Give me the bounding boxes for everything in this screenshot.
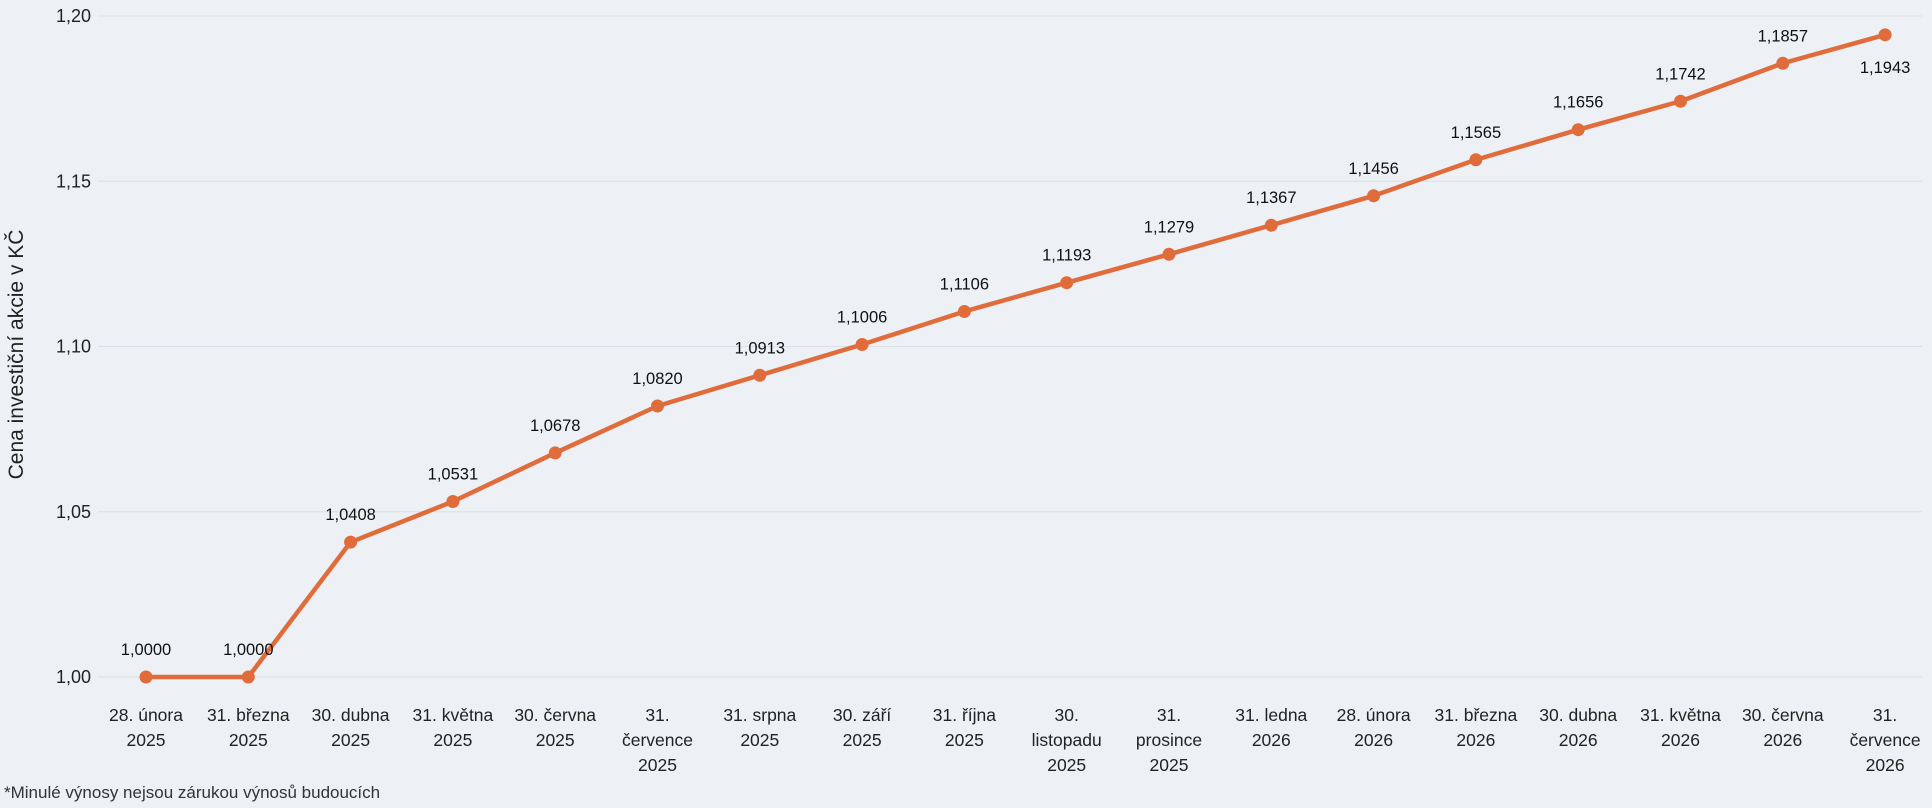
x-tick-label: 31. května 2025 [413,705,494,750]
x-tick-label: 31. března 2025 [207,705,290,750]
x-tick-label: 31. července 2025 [622,705,693,775]
data-label: 1,0408 [325,506,375,524]
y-axis-label: Cena investiční akcie v KČ [5,230,28,480]
data-point [344,535,358,549]
data-point [1674,94,1687,108]
x-tick-label: 30. června 2025 [514,705,596,750]
data-label: 1,1943 [1860,59,1910,77]
data-point [1776,56,1790,70]
data-label: 1,1656 [1553,94,1603,112]
data-label: 1,1565 [1451,124,1501,142]
data-label: 1,0531 [428,466,478,484]
y-tick-label: 1,15 [56,171,91,191]
y-tick-label: 1,05 [56,502,91,522]
y-tick-label: 1,20 [56,6,91,26]
data-point [1264,218,1278,232]
data-point [855,338,869,352]
x-tick-label: 31. července 2026 [1850,705,1921,775]
data-point [1162,247,1176,261]
data-point [548,446,562,460]
data-label: 1,0820 [632,370,682,388]
data-label: 1,0000 [121,641,171,659]
x-tick-label: 31. března 2026 [1435,705,1518,750]
y-tick-label: 1,00 [56,667,91,687]
data-point [1060,276,1074,290]
data-points [139,28,1892,684]
grid-lines [98,15,1922,678]
series-line [143,32,1888,680]
data-label: 1,1857 [1758,27,1808,45]
data-point [139,670,153,684]
y-tick-label: 1,10 [56,337,91,357]
x-tick-label: 28. února 2025 [109,705,183,750]
data-label: 1,1279 [1144,218,1194,236]
x-tick-label: 28. února 2026 [1337,705,1411,750]
data-point [957,304,971,318]
x-tick-label: 30. června 2026 [1742,705,1824,750]
footnote: *Minulé výnosy nejsou zárukou výnosů bud… [4,783,381,802]
data-point [651,399,664,413]
data-point [1878,28,1892,42]
x-tick-label: 31. května 2026 [1640,705,1721,750]
data-label: 1,0000 [223,641,273,659]
data-label: 1,0678 [530,417,580,435]
x-axis: 28. února 2025 31. března 2025 30. dubna 2025… [109,705,1921,775]
data-point [1367,189,1381,203]
x-tick-label: 31. října 2025 [933,705,996,750]
data-label: 1,1006 [837,309,887,327]
data-point [1571,123,1585,137]
data-label: 1,1193 [1042,247,1091,265]
data-label: 1,1106 [940,275,989,293]
x-tick-label: 30. září 2025 [833,705,891,750]
x-tick-label: 31. prosince 2025 [1136,705,1202,775]
x-tick-label: 31. ledna 2026 [1235,705,1307,750]
x-tick-label: 31. srpna 2025 [723,705,796,750]
data-point [446,495,460,509]
series-polyline [143,32,1888,680]
x-tick-label: 30. dubna 2025 [312,705,390,750]
data-label: 1,1456 [1348,160,1398,178]
data-point [1469,153,1483,167]
data-labels: 1,0000 1,0000 1,0408 1,0531 1,0678 1,0820 1,09… [121,27,1911,659]
data-label: 1,0913 [735,339,785,357]
x-tick-label: 30. dubna 2026 [1539,705,1617,750]
data-point [753,368,767,382]
data-label: 1,1367 [1246,189,1296,207]
data-label: 1,1742 [1655,65,1705,83]
x-tick-label: 30. listopadu 2025 [1032,705,1102,775]
data-point [241,670,255,684]
y-axis: 1,00 1,05 1,10 1,15 1,20 [56,6,91,687]
